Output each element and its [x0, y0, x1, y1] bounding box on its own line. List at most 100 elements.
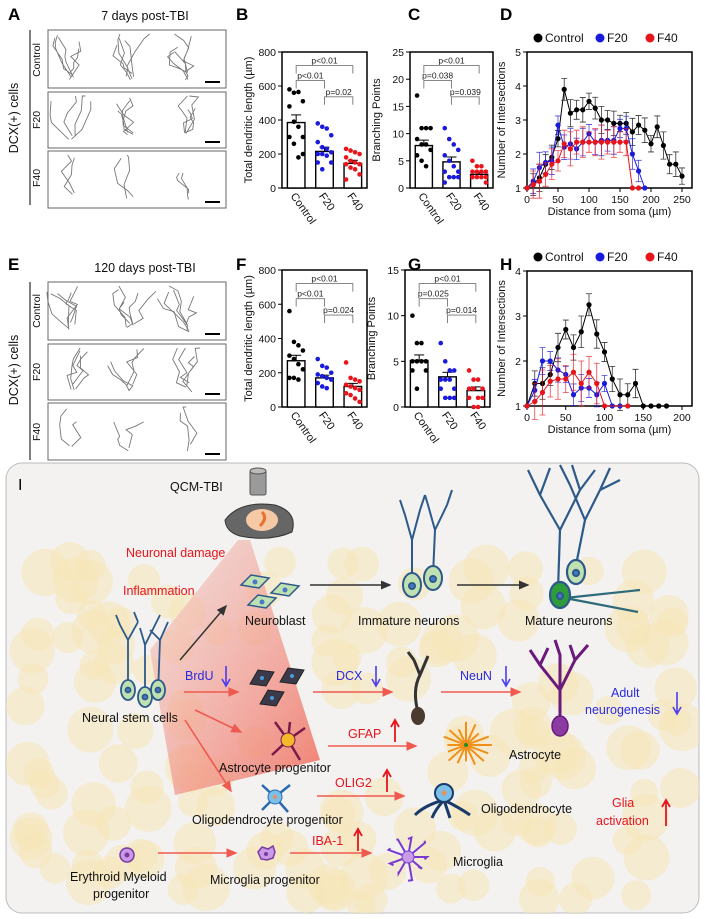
data-point	[300, 348, 306, 353]
y-tick-label: 600	[258, 81, 276, 93]
micrograph-frame	[47, 402, 227, 461]
data-point	[423, 368, 429, 373]
data-point	[586, 98, 592, 104]
y-tick-label: 3	[515, 115, 521, 127]
data-point	[324, 146, 330, 152]
data-point	[605, 117, 611, 123]
y-tick-label: 600	[258, 299, 276, 311]
data-point	[291, 90, 297, 96]
adult-neurogenesis-label-1: Adult	[611, 686, 640, 700]
data-point	[636, 185, 642, 191]
data-point	[451, 163, 457, 169]
oligodendrocyte-progenitor-icon	[261, 784, 291, 813]
neuronal-damage-label: Neuronal damage	[126, 546, 225, 560]
data-point	[328, 160, 334, 165]
significance-bracket	[447, 314, 477, 324]
data-point	[296, 377, 301, 382]
microglia-process	[396, 838, 409, 858]
data-point	[598, 117, 605, 123]
data-point	[343, 177, 349, 182]
data-point	[442, 169, 448, 174]
y-axis-label: Number of Intersections	[496, 280, 508, 397]
data-point	[315, 151, 321, 157]
neuron-tracing	[177, 95, 200, 134]
data-point	[663, 403, 670, 409]
astrocyte-icon	[443, 721, 492, 766]
erythroid-myeloid-label-2: progenitor	[93, 887, 149, 901]
tissue-cell	[663, 707, 692, 736]
data-point	[315, 139, 321, 145]
data-point	[617, 139, 623, 145]
chart-h: 1 2 3 4 Number of Intersections 0 50 100 150 200D…	[496, 250, 693, 436]
data-point	[296, 155, 301, 160]
data-point	[315, 121, 321, 126]
data-point	[343, 155, 349, 160]
panel-label-d: D	[500, 5, 512, 24]
panel-a-micrographs: 7 days post-TBI DCX(+) cells Control F20…	[7, 9, 227, 209]
data-point	[419, 125, 424, 131]
tissue-cell	[522, 816, 554, 848]
y-tick-label: 200	[258, 368, 276, 380]
tissue-cell	[6, 686, 45, 726]
data-point	[296, 343, 301, 348]
y-axis-label: Number of Intersections	[496, 61, 508, 178]
data-point	[438, 340, 444, 346]
tissue-cell	[117, 712, 154, 750]
legend-label: F20	[607, 250, 628, 264]
data-point	[296, 89, 301, 95]
data-point	[352, 160, 358, 165]
p-value-label: p=0.024	[323, 305, 354, 315]
data-point	[296, 361, 301, 367]
panel-label-h: H	[500, 255, 512, 274]
row-label-f20: F20	[31, 111, 43, 129]
data-point	[343, 382, 349, 388]
bar-control	[409, 359, 429, 408]
legend-label: Control	[545, 250, 584, 264]
tissue-cell	[436, 873, 467, 904]
data-point	[287, 375, 292, 381]
data-point	[451, 174, 457, 180]
legend-label: F40	[657, 31, 678, 45]
neun-label: NeuN	[460, 669, 492, 683]
data-point	[296, 124, 301, 130]
neuron-tracing	[66, 347, 90, 391]
data-point	[466, 386, 472, 392]
data-point	[447, 395, 453, 401]
data-point	[642, 127, 648, 133]
microglia-icon	[386, 835, 430, 882]
p-value-label: p=0.02	[326, 87, 353, 97]
data-point	[617, 392, 623, 398]
significance-bracket	[418, 283, 477, 292]
panel-label-g: G	[408, 255, 421, 274]
nucleus	[290, 674, 294, 678]
legend-label: Control	[545, 31, 584, 45]
data-point	[567, 146, 574, 152]
data-point	[601, 403, 608, 409]
data-point	[667, 161, 673, 167]
data-point	[319, 167, 325, 172]
data-point	[617, 125, 623, 132]
mature-neurons-icon	[527, 464, 641, 614]
data-point	[567, 110, 574, 116]
y-tick-label: 3	[515, 311, 521, 323]
y-tick-label: 15	[392, 101, 404, 113]
data-point	[352, 396, 358, 401]
data-point	[592, 139, 598, 145]
nucleus	[282, 587, 288, 593]
dcx-label: DCX	[336, 669, 363, 683]
micrograph-frame	[47, 150, 227, 209]
data-point	[442, 377, 448, 382]
neuron-tracing	[157, 285, 198, 333]
data-point	[570, 392, 577, 398]
data-point	[414, 136, 420, 142]
legend-marker	[595, 252, 605, 262]
oligodendrocyte-icon	[413, 783, 471, 819]
neuron-tracing	[179, 406, 198, 451]
p-value-label: p<0.01	[297, 289, 324, 299]
tissue-cell	[67, 706, 114, 753]
data-point	[410, 359, 415, 364]
data-point	[348, 384, 353, 389]
panel-a-title: 7 days post-TBI	[101, 9, 189, 23]
y-tick-label: 25	[392, 47, 404, 59]
